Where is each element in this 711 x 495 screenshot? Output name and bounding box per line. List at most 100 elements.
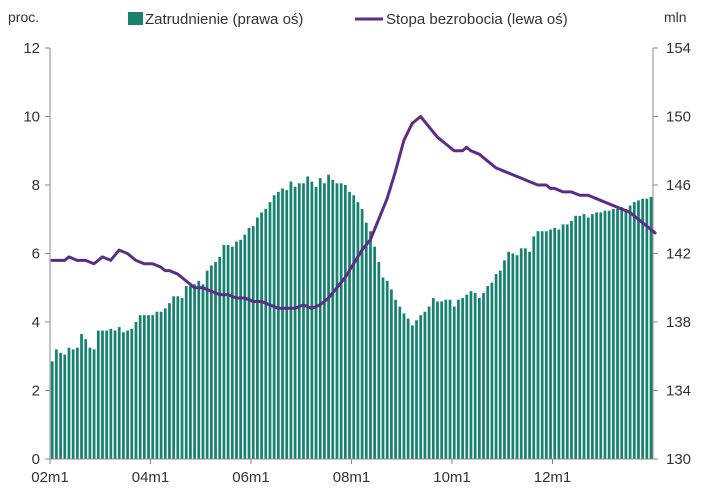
employment-bar	[473, 292, 477, 459]
employment-bar	[498, 270, 502, 460]
employment-bar	[105, 330, 109, 459]
employment-bar	[281, 188, 284, 460]
employment-bar	[532, 236, 536, 459]
employment-bar	[109, 328, 113, 459]
employment-bar	[645, 198, 649, 459]
employment-bar	[369, 231, 372, 459]
employment-bar	[193, 284, 196, 459]
employment-bar	[59, 352, 62, 459]
employment-bar	[256, 217, 259, 459]
employment-bar	[172, 296, 176, 459]
employment-bar	[306, 176, 310, 459]
left-tick-label: 4	[32, 314, 40, 331]
employment-bar	[591, 214, 594, 459]
employment-bar	[289, 181, 293, 459]
x-tick-label: 08m1	[333, 469, 371, 486]
employment-bar	[561, 224, 565, 459]
right-tick-label: 142	[666, 246, 691, 263]
employment-bar	[63, 354, 67, 459]
employment-bar	[189, 286, 192, 459]
employment-bar	[469, 291, 473, 459]
employment-bar	[364, 222, 368, 459]
employment-bar	[151, 315, 155, 459]
right-tick-label: 130	[666, 451, 691, 468]
employment-bar	[117, 327, 121, 459]
employment-bar	[276, 191, 280, 459]
employment-bar	[565, 224, 569, 459]
employment-bar	[477, 298, 481, 459]
employment-bar	[327, 174, 330, 460]
employment-bar	[511, 253, 515, 459]
x-tick-label: 10m1	[433, 469, 471, 486]
legend-bars-swatch	[128, 12, 143, 25]
employment-bar	[444, 299, 448, 459]
employment-bar	[637, 200, 640, 459]
left-tick-label: 2	[32, 383, 40, 400]
employment-bar	[260, 212, 263, 459]
employment-bar	[427, 306, 431, 459]
employment-bar	[461, 298, 464, 459]
employment-bar	[398, 306, 402, 459]
employment-bar	[268, 202, 272, 460]
employment-bar	[394, 299, 397, 459]
employment-bar	[482, 292, 485, 459]
employment-bar	[218, 256, 222, 459]
employment-bar	[293, 186, 297, 459]
employment-bar	[302, 183, 305, 460]
employment-bar	[385, 280, 389, 459]
employment-bar	[507, 251, 511, 459]
left-tick-label: 6	[32, 246, 40, 263]
employment-bar	[197, 280, 201, 459]
employment-bar	[343, 185, 347, 459]
employment-bar	[410, 325, 414, 459]
employment-bar	[419, 315, 423, 459]
right-axis-unit-label: mln	[664, 9, 687, 25]
employment-bar	[431, 298, 435, 459]
employment-bar	[448, 299, 452, 459]
employment-bar	[314, 186, 318, 459]
employment-bar	[251, 226, 255, 459]
employment-bar	[557, 229, 561, 459]
employment-bar	[176, 296, 180, 459]
employment-bar	[360, 208, 364, 459]
employment-bar	[163, 308, 167, 459]
employment-bar	[553, 227, 557, 459]
employment-bar	[628, 205, 632, 459]
employment-bar	[201, 284, 205, 459]
left-tick-label: 10	[23, 109, 40, 126]
employment-bar	[373, 246, 377, 459]
employment-bar	[205, 270, 209, 460]
employment-bar	[452, 306, 456, 459]
employment-bar	[84, 339, 88, 460]
employment-bar	[75, 347, 79, 459]
employment-bar	[272, 195, 276, 459]
employment-bar	[524, 248, 527, 459]
employment-bar	[415, 320, 418, 459]
employment-bar	[620, 207, 624, 459]
employment-bar	[574, 215, 578, 459]
employment-bar	[92, 349, 96, 459]
left-tick-label: 12	[23, 40, 40, 57]
axes	[45, 47, 658, 464]
employment-bar	[209, 265, 213, 459]
employment-bar	[599, 212, 603, 459]
employment-bar	[138, 315, 142, 459]
employment-bar	[247, 227, 251, 459]
employment-bar	[264, 208, 268, 459]
employment-bar	[134, 322, 138, 459]
employment-bar	[159, 311, 163, 459]
employment-bar	[180, 298, 184, 459]
right-tick-label: 134	[666, 383, 691, 400]
employment-bar	[457, 299, 460, 459]
employment-bar	[549, 229, 552, 459]
employment-bar	[595, 212, 598, 459]
employment-bar	[519, 248, 523, 459]
unemployment-rate-line	[50, 115, 657, 310]
x-tick-label: 04m1	[132, 469, 170, 486]
employment-bar	[536, 231, 540, 459]
employment-bar	[582, 214, 586, 459]
employment-bar	[96, 330, 100, 459]
right-tick-label: 154	[666, 40, 691, 57]
employment-bar	[641, 198, 645, 459]
left-tick-label: 0	[32, 451, 40, 468]
